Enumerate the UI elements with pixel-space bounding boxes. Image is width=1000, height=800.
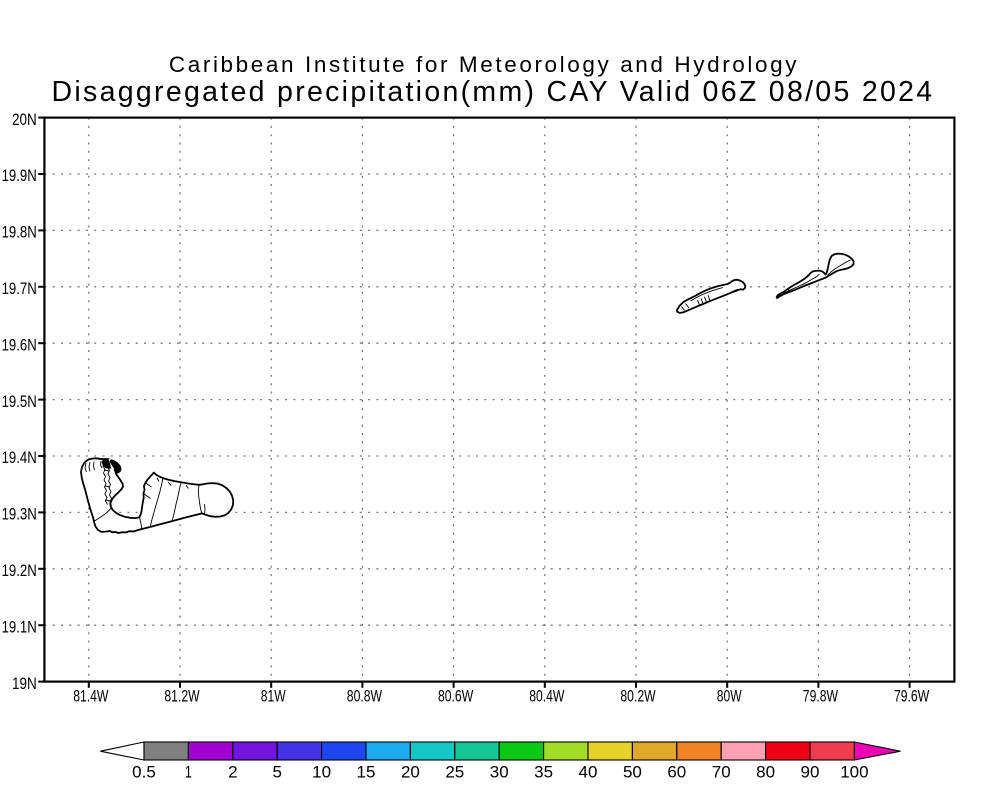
svg-text:80.6W: 80.6W (438, 688, 474, 706)
svg-text:19.5N: 19.5N (2, 393, 37, 411)
svg-text:90: 90 (801, 763, 820, 782)
svg-text:80.4W: 80.4W (529, 688, 565, 706)
svg-text:Disaggregated precipitation(mm: Disaggregated precipitation(mm) CAY Vali… (52, 76, 935, 108)
svg-text:19N: 19N (12, 675, 37, 693)
svg-text:79.6W: 79.6W (894, 688, 930, 706)
svg-text:0.5: 0.5 (132, 763, 156, 782)
svg-text:35: 35 (534, 763, 553, 782)
svg-text:19.1N: 19.1N (2, 618, 37, 636)
svg-text:70: 70 (712, 763, 731, 782)
svg-text:30: 30 (490, 763, 509, 782)
svg-text:1: 1 (185, 763, 192, 782)
svg-text:81.2W: 81.2W (164, 688, 200, 706)
svg-text:80.8W: 80.8W (347, 688, 383, 706)
svg-text:5: 5 (272, 763, 281, 782)
svg-text:50: 50 (623, 763, 642, 782)
svg-text:81.4W: 81.4W (73, 688, 109, 706)
svg-text:81W: 81W (261, 688, 286, 706)
svg-text:19.3N: 19.3N (2, 506, 37, 524)
svg-text:19.2N: 19.2N (2, 562, 37, 580)
svg-text:2: 2 (228, 763, 237, 782)
svg-text:80.2W: 80.2W (620, 688, 656, 706)
svg-text:20: 20 (401, 763, 420, 782)
svg-text:40: 40 (579, 763, 598, 782)
svg-text:10: 10 (312, 763, 331, 782)
svg-text:19.8N: 19.8N (2, 224, 37, 242)
svg-text:19.9N: 19.9N (2, 167, 37, 185)
svg-text:19.4N: 19.4N (2, 449, 37, 467)
svg-text:15: 15 (357, 763, 376, 782)
svg-text:80: 80 (756, 763, 775, 782)
svg-text:100: 100 (840, 763, 868, 782)
svg-text:19.7N: 19.7N (2, 280, 37, 298)
svg-text:79.8W: 79.8W (803, 688, 839, 706)
svg-text:19.6N: 19.6N (2, 336, 37, 354)
svg-text:Caribbean Institute for Meteor: Caribbean Institute for Meteorology and … (169, 52, 799, 77)
svg-text:80W: 80W (717, 688, 742, 706)
svg-text:25: 25 (445, 763, 464, 782)
svg-text:60: 60 (667, 763, 686, 782)
svg-text:20N: 20N (12, 111, 37, 129)
